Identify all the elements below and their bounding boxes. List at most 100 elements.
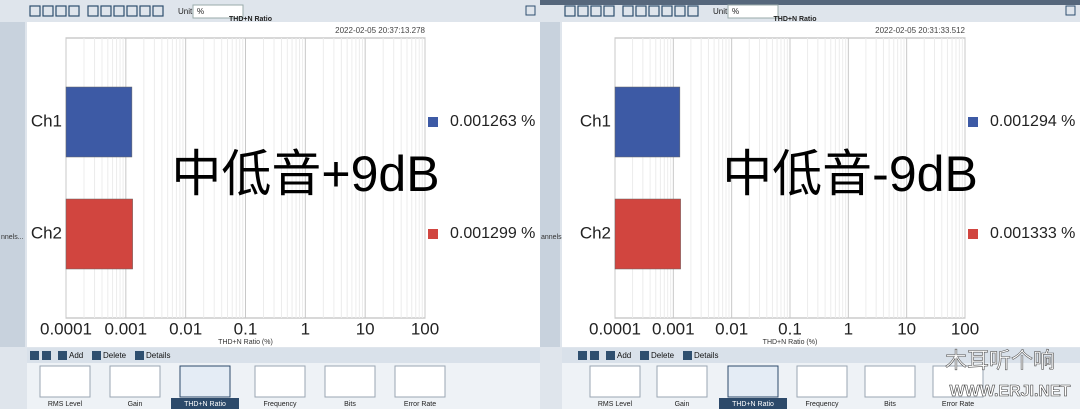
thumbnail-label[interactable]: RMS Level: [48, 401, 83, 408]
thumbnail[interactable]: [589, 365, 641, 398]
unit-value: %: [732, 7, 739, 16]
thumbnail-label[interactable]: THD+N Ratio: [184, 401, 226, 408]
thumbnail[interactable]: [727, 365, 779, 398]
thumbnail-label[interactable]: Error Rate: [942, 401, 974, 408]
toolbar-button[interactable]: Details: [694, 351, 718, 360]
toolbar-icon[interactable]: [113, 5, 125, 17]
toolbar-icon[interactable]: [55, 5, 67, 17]
toolbar-icon[interactable]: [100, 5, 112, 17]
toolbar-button-icon[interactable]: [135, 351, 144, 360]
toolbar-icon[interactable]: [603, 5, 615, 17]
legend-swatch: [968, 117, 978, 127]
toolbar-button-icon[interactable]: [683, 351, 692, 360]
toolbar-icon[interactable]: [87, 5, 99, 17]
bar: [65, 198, 133, 270]
side-tab: nnels...: [1, 234, 24, 241]
toolbar-button[interactable]: Add: [617, 351, 631, 360]
bottom-toolbar: [27, 348, 540, 363]
toolbar-button-icon[interactable]: [606, 351, 615, 360]
nav-icon[interactable]: [30, 351, 39, 360]
thumbnail[interactable]: [109, 365, 161, 398]
thumbnail-label[interactable]: Gain: [128, 401, 143, 408]
toolbar-icon[interactable]: [648, 5, 660, 17]
thumbnail-selected-bg: [719, 398, 787, 409]
x-tick-label: 0.01: [169, 319, 202, 338]
side-strip: [0, 22, 25, 347]
nav-icon[interactable]: [42, 351, 51, 360]
unit-value: %: [197, 7, 204, 16]
x-tick-label: 0.0001: [40, 319, 92, 338]
toolbar-icon[interactable]: [126, 5, 138, 17]
thumbnail-label[interactable]: Error Rate: [404, 401, 436, 408]
toolbar-button[interactable]: Details: [146, 351, 170, 360]
thumbnail[interactable]: [932, 365, 984, 398]
thumbnail[interactable]: [179, 365, 231, 398]
thumbnail-label[interactable]: Bits: [344, 401, 356, 408]
thumbnail[interactable]: [39, 365, 91, 398]
toolbar-button[interactable]: Delete: [103, 351, 127, 360]
toolbar-icon[interactable]: [29, 5, 41, 17]
toolbar-button-icon[interactable]: [58, 351, 67, 360]
value-label: 0.001333 %: [990, 225, 1075, 242]
toolbar-icon[interactable]: [661, 5, 673, 17]
annotation: 中低音+9dB: [171, 146, 439, 202]
toolbar-button[interactable]: Delete: [651, 351, 675, 360]
thumbnail[interactable]: [254, 365, 306, 398]
thumbnail-label[interactable]: Gain: [675, 401, 690, 408]
thumbnail-label[interactable]: RMS Level: [598, 401, 633, 408]
x-tick-label: 10: [897, 319, 916, 338]
bar: [65, 86, 133, 158]
x-tick-label: 100: [411, 319, 439, 338]
unit-label: Unit: [178, 7, 193, 16]
toolbar-icon[interactable]: [687, 5, 699, 17]
unit-select[interactable]: [192, 4, 244, 19]
toolbar-icon[interactable]: [674, 5, 686, 17]
toolbar-icon[interactable]: [564, 5, 576, 17]
toolbar-icon[interactable]: [139, 5, 151, 17]
toolbar-icon[interactable]: [42, 5, 54, 17]
y-tick-label: Ch1: [580, 111, 611, 130]
value-label: 0.001299 %: [450, 225, 535, 242]
x-tick-label: 1: [301, 319, 310, 338]
toolbar-icon[interactable]: [635, 5, 647, 17]
popout-icon[interactable]: [525, 5, 536, 16]
popout-icon[interactable]: [1065, 5, 1076, 16]
toolbar-icon[interactable]: [622, 5, 634, 17]
x-axis-label: THD+N Ratio (%): [763, 339, 818, 346]
x-tick-label: 1: [844, 319, 853, 338]
timestamp: 2022-02-05 20:37:13.278: [335, 26, 425, 35]
watermark: WWW.ERJI.NET: [950, 383, 1071, 400]
thumbnail[interactable]: [324, 365, 376, 398]
legend-swatch: [968, 229, 978, 239]
toolbar-icon[interactable]: [577, 5, 589, 17]
thumbnail[interactable]: [394, 365, 446, 398]
nav-icon[interactable]: [590, 351, 599, 360]
annotation: 中低音-9dB: [722, 146, 978, 202]
toolbar-icon[interactable]: [152, 5, 164, 17]
thumbnail-label[interactable]: Frequency: [263, 401, 297, 408]
toolbar-button-icon[interactable]: [92, 351, 101, 360]
thumbnail[interactable]: [864, 365, 916, 398]
toolbar-button[interactable]: Add: [69, 351, 83, 360]
toolbar-icon[interactable]: [590, 5, 602, 17]
toolbar-button-icon[interactable]: [640, 351, 649, 360]
nav-icon[interactable]: [578, 351, 587, 360]
x-tick-label: 10: [356, 319, 375, 338]
thumbnail[interactable]: [656, 365, 708, 398]
x-tick-label: 0.1: [778, 319, 802, 338]
x-tick-label: 0.01: [715, 319, 748, 338]
thumbnail-label[interactable]: Frequency: [805, 401, 839, 408]
side-strip: [540, 22, 560, 347]
thumbnail-label[interactable]: Bits: [884, 401, 896, 408]
x-tick-label: 0.1: [234, 319, 258, 338]
x-axis-label: THD+N Ratio (%): [218, 339, 273, 346]
toolbar-icon[interactable]: [68, 5, 80, 17]
chart-title: THD+N Ratio: [229, 16, 272, 23]
x-tick-label: 100: [951, 319, 979, 338]
thumbnail[interactable]: [796, 365, 848, 398]
legend-swatch: [428, 229, 438, 239]
unit-select[interactable]: [727, 4, 779, 19]
x-tick-label: 0.001: [652, 319, 695, 338]
thumbnail-label[interactable]: THD+N Ratio: [732, 401, 774, 408]
